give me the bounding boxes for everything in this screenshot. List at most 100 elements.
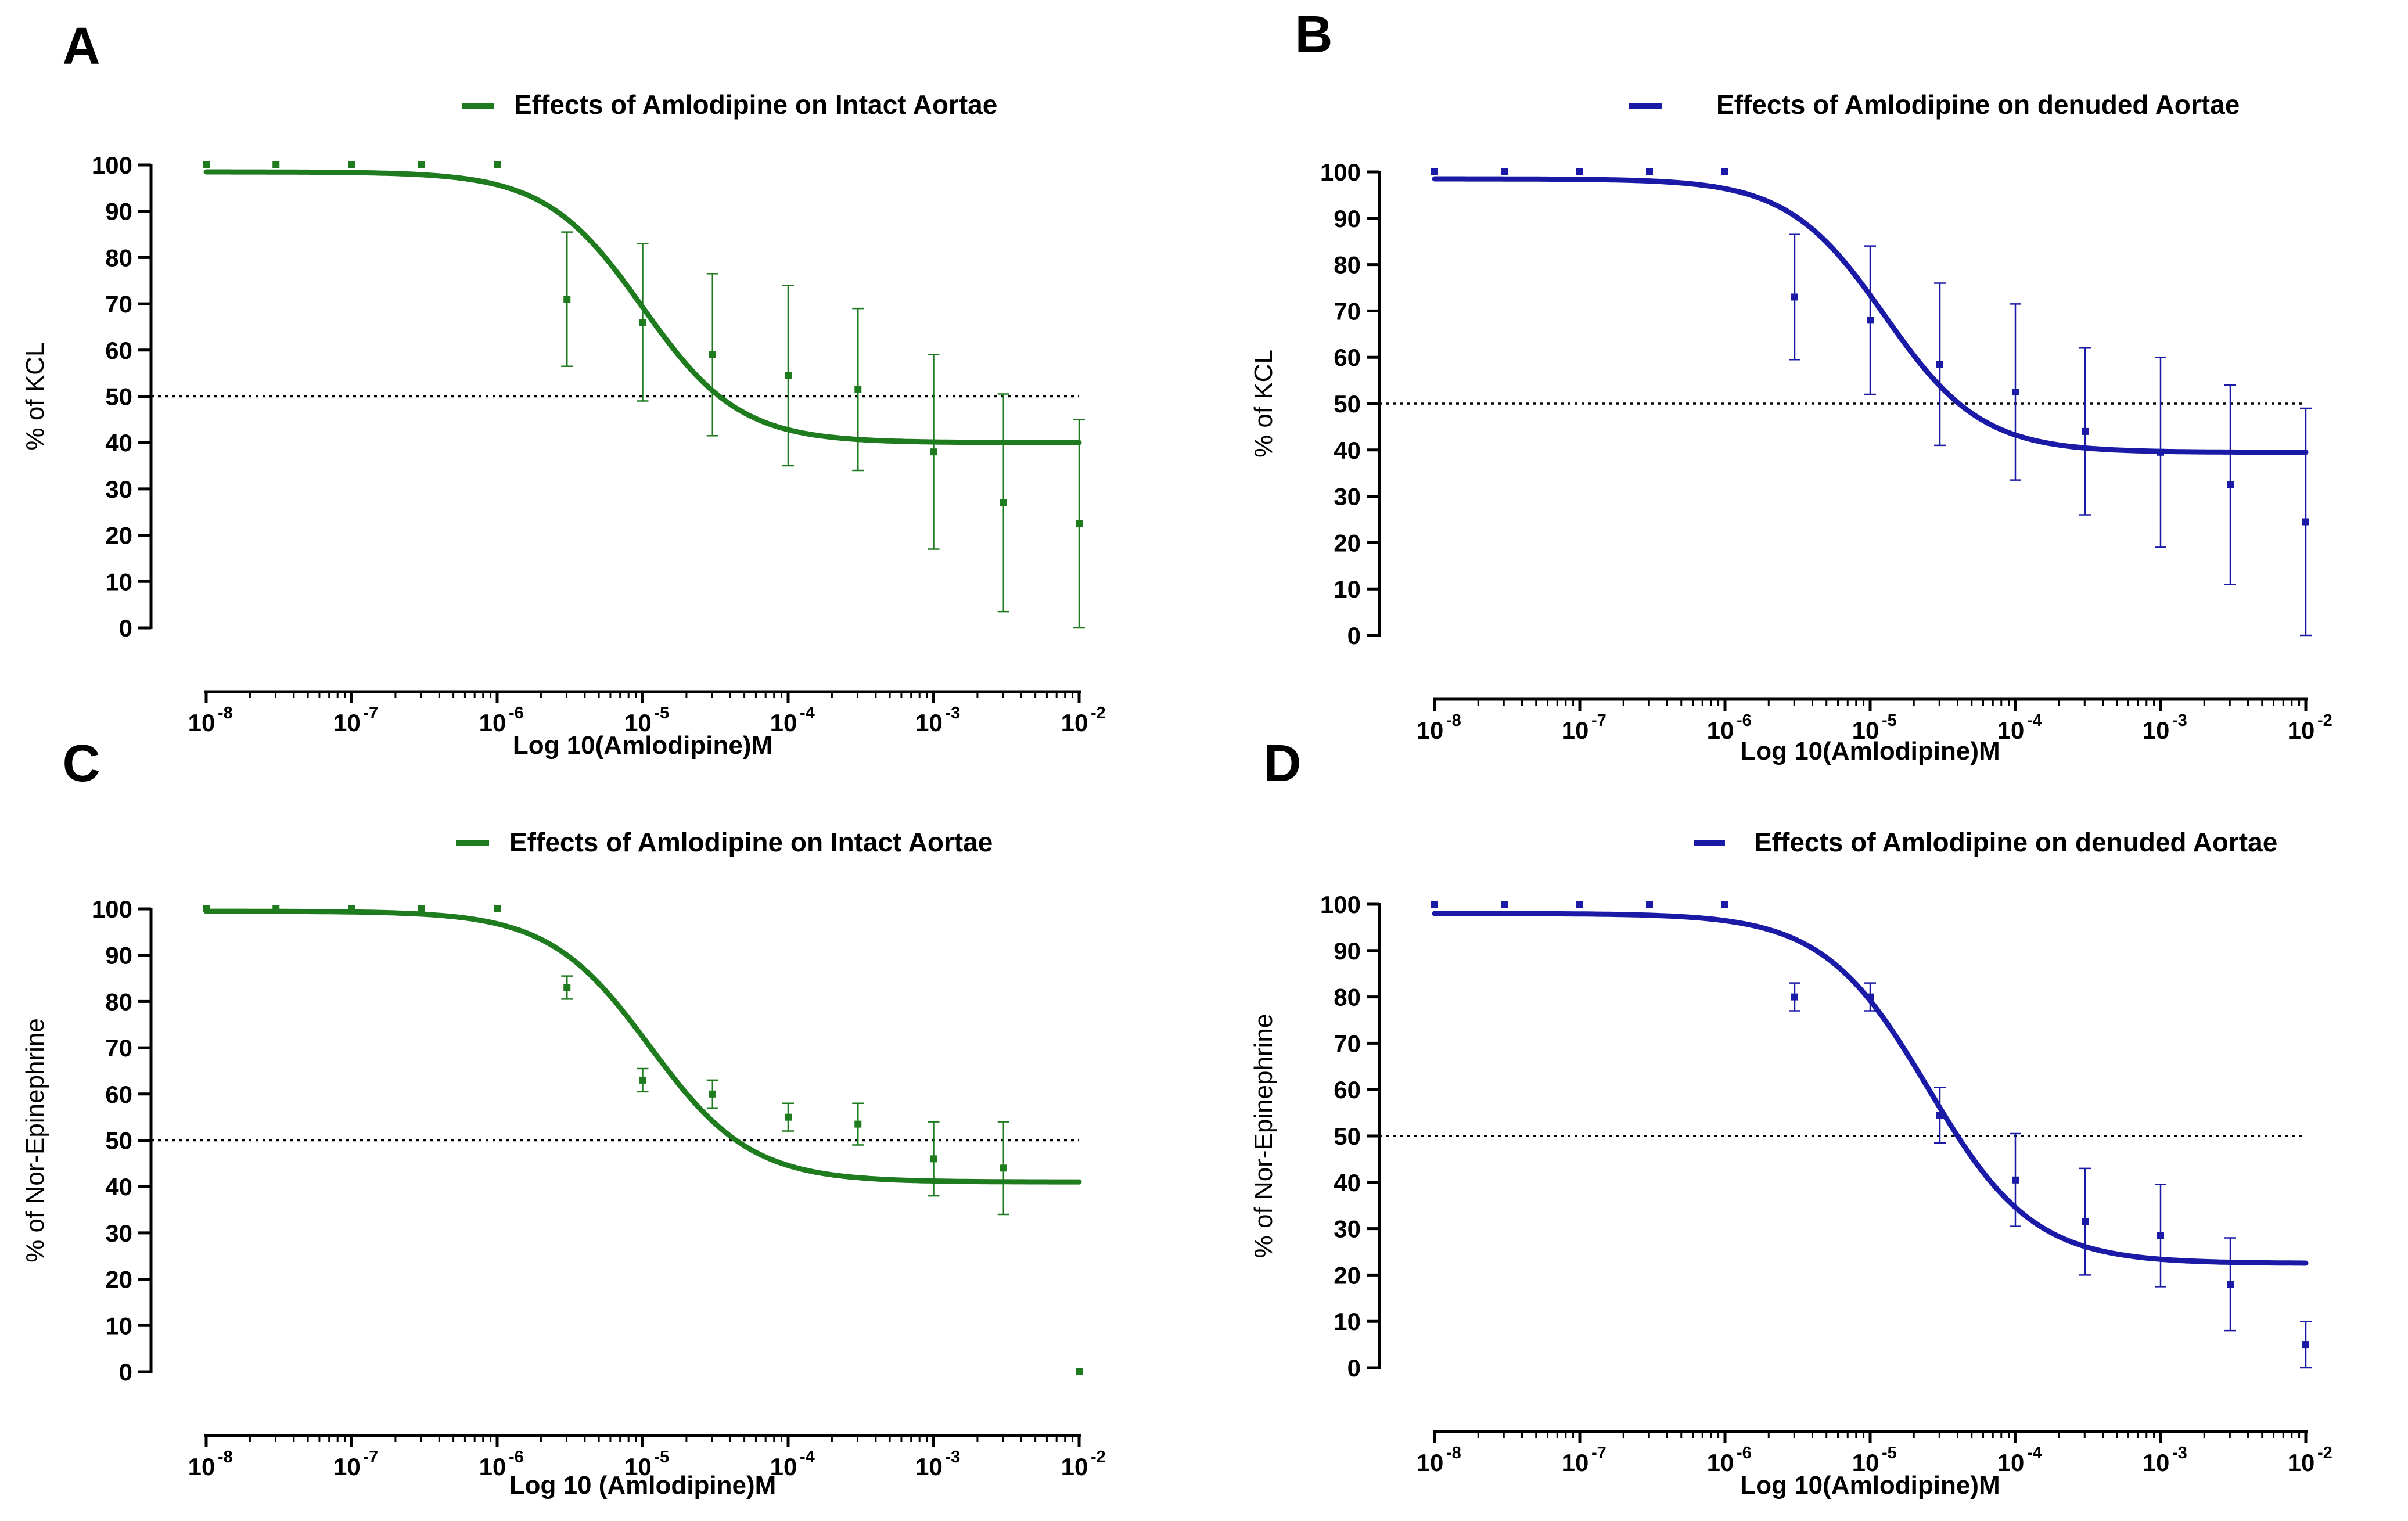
- data-point: [272, 905, 280, 912]
- data-point: [1867, 317, 1874, 324]
- data-point: [930, 1155, 937, 1163]
- data-point: [348, 905, 355, 912]
- y-tick-label: 10: [1334, 576, 1361, 603]
- y-tick-label: 100: [92, 896, 132, 923]
- data-point: [1721, 168, 1728, 175]
- legend-label: Effects of Amlodipine on denuded Aortae: [1716, 89, 2240, 120]
- x-tick-exponent: -6: [509, 1448, 524, 1466]
- y-tick-label: 0: [1347, 1354, 1361, 1382]
- x-tick-label: 10: [1061, 1453, 1088, 1480]
- x-tick-label: 10: [2143, 717, 2170, 744]
- data-point: [2157, 1232, 2164, 1239]
- x-tick-label: 10: [479, 709, 506, 736]
- data-point: [2082, 1218, 2089, 1225]
- x-tick-exponent: -6: [509, 704, 524, 722]
- data-point: [1721, 901, 1728, 908]
- y-tick-label: 30: [105, 1220, 132, 1247]
- x-tick-exponent: -2: [1091, 704, 1106, 722]
- x-tick-label: 10: [770, 1453, 797, 1480]
- data-point: [1576, 168, 1583, 175]
- data-point: [2302, 518, 2309, 526]
- y-axis-title: % of KCL: [1249, 350, 1278, 458]
- x-tick-label: 10: [2288, 1449, 2315, 1476]
- x-tick-exponent: -5: [655, 1448, 670, 1466]
- y-tick-label: 40: [105, 429, 132, 456]
- data-point: [785, 1113, 792, 1121]
- y-tick-label: 100: [92, 152, 132, 179]
- data-point: [2082, 427, 2089, 435]
- y-tick-label: 20: [105, 1266, 132, 1293]
- x-tick-label: 10: [1061, 709, 1088, 736]
- x-tick-label: 10: [188, 709, 215, 736]
- y-tick-label: 80: [1334, 984, 1361, 1011]
- y-tick-label: 30: [1334, 1216, 1361, 1243]
- x-tick-exponent: -8: [218, 704, 233, 722]
- x-tick-label: 10: [2288, 717, 2315, 744]
- data-point: [2227, 1281, 2234, 1288]
- x-tick-label: 10: [333, 709, 361, 736]
- y-tick-label: 50: [1334, 390, 1361, 418]
- data-point: [494, 905, 501, 912]
- data-point: [563, 984, 571, 991]
- legend-label: Effects of Amlodipine on Intact Aortae: [509, 827, 993, 857]
- panel-letter: A: [63, 17, 100, 75]
- data-point: [563, 296, 571, 303]
- y-tick-label: 70: [105, 1034, 132, 1062]
- x-tick-exponent: -7: [364, 704, 379, 722]
- x-tick-exponent: -7: [364, 1448, 379, 1466]
- y-tick-label: 10: [1334, 1308, 1361, 1335]
- x-tick-exponent: -5: [1882, 1444, 1897, 1462]
- y-tick-label: 0: [1347, 622, 1361, 649]
- y-tick-label: 20: [105, 522, 132, 549]
- data-point: [1076, 520, 1083, 527]
- y-tick-label: 40: [1334, 437, 1361, 464]
- x-tick-exponent: -2: [2317, 1444, 2332, 1462]
- y-tick-label: 80: [105, 244, 132, 271]
- x-tick-label: 10: [2143, 1449, 2170, 1476]
- x-tick-exponent: -8: [1446, 711, 1461, 730]
- data-point: [1076, 1368, 1083, 1375]
- x-axis-title: Log 10 (Amlodipine)M: [509, 1471, 777, 1500]
- y-tick-label: 0: [119, 614, 132, 642]
- data-point: [203, 161, 210, 168]
- y-tick-label: 20: [1334, 1261, 1361, 1289]
- data-point: [2302, 1341, 2309, 1349]
- data-point: [1936, 361, 1943, 368]
- y-tick-label: 60: [105, 1081, 132, 1108]
- data-point: [2012, 1176, 2019, 1184]
- data-point: [203, 905, 210, 912]
- x-tick-exponent: -4: [800, 1448, 815, 1466]
- data-point: [1431, 901, 1438, 908]
- data-point: [1431, 168, 1438, 175]
- panel-letter: B: [1295, 6, 1333, 64]
- x-tick-exponent: -8: [1446, 1444, 1461, 1462]
- data-point: [2012, 389, 2019, 396]
- x-tick-label: 10: [1562, 717, 1589, 744]
- data-point: [1867, 993, 1874, 1001]
- y-tick-label: 80: [1334, 251, 1361, 279]
- data-point: [709, 351, 716, 358]
- x-tick-exponent: -4: [2027, 711, 2042, 730]
- fit-curve: [1432, 911, 2309, 1266]
- x-tick-exponent: -7: [1591, 1444, 1606, 1462]
- y-tick-label: 20: [1334, 529, 1361, 556]
- x-tick-exponent: -3: [2172, 711, 2187, 730]
- data-point: [1791, 293, 1798, 301]
- y-tick-label: 30: [105, 476, 132, 503]
- y-tick-label: 60: [1334, 1076, 1361, 1103]
- x-axis-title: Log 10(Amlodipine)M: [513, 731, 772, 760]
- y-tick-label: 50: [1334, 1123, 1361, 1150]
- data-point: [639, 318, 646, 326]
- y-tick-label: 90: [1334, 205, 1361, 232]
- x-tick-label: 10: [1997, 717, 2025, 744]
- data-point: [639, 1076, 646, 1084]
- x-tick-label: 10: [915, 1453, 943, 1480]
- y-tick-label: 90: [105, 942, 132, 969]
- data-point: [2227, 481, 2234, 488]
- data-point: [2157, 448, 2164, 456]
- data-point: [418, 161, 425, 168]
- chart-panel-c: C Effects of Amlodipine on Intact Aortae 0…: [21, 735, 1106, 1500]
- y-tick-label: 60: [105, 337, 132, 364]
- y-tick-label: 60: [1334, 344, 1361, 371]
